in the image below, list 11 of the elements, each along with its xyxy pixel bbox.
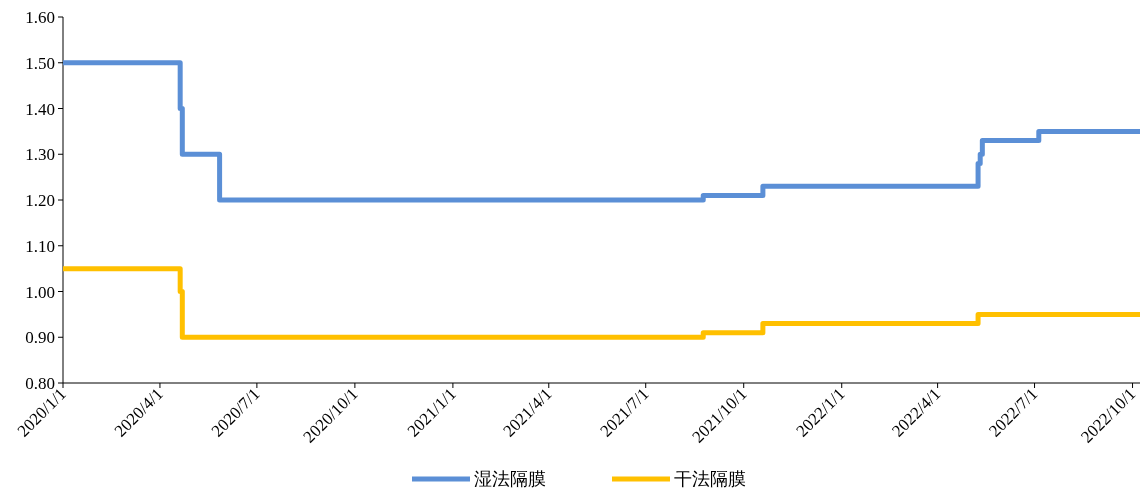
y-tick-label: 0.80 [25, 374, 55, 393]
y-tick-label: 1.30 [25, 145, 55, 165]
y-tick-label: 1.00 [25, 282, 55, 302]
y-tick-label: 1.40 [25, 99, 55, 119]
y-tick-label: 1.20 [25, 191, 55, 210]
y-tick-label: 1.50 [25, 53, 55, 73]
y-tick-label: 0.90 [25, 328, 55, 348]
legend-label: 干法隔膜 [674, 469, 746, 489]
legend-label: 湿法隔膜 [474, 469, 546, 489]
y-tick-label: 1.10 [25, 236, 55, 256]
y-tick-label: 1.60 [25, 8, 55, 27]
